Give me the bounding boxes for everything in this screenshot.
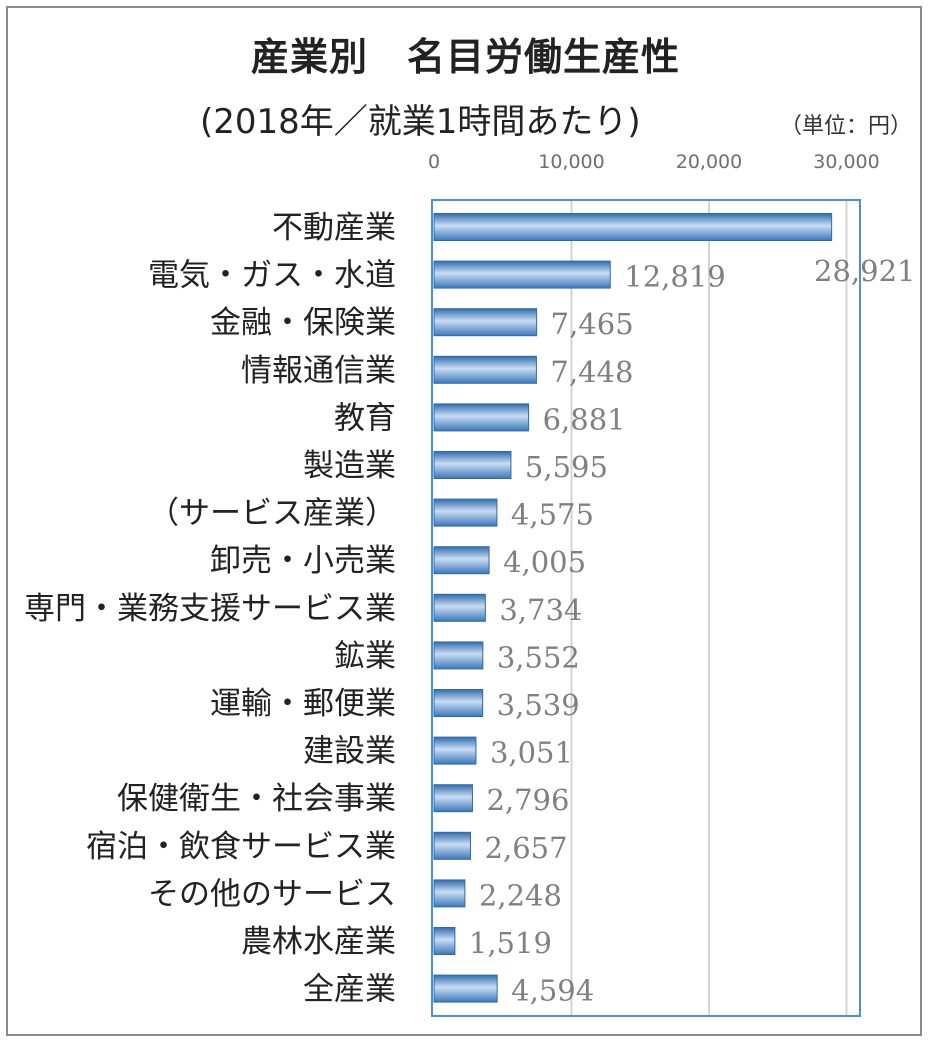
value-label: 7,448: [550, 355, 633, 389]
category-label: 電気・ガス・水道: [148, 258, 396, 294]
x-tick-label: 20,000: [676, 151, 742, 173]
bar: [433, 879, 466, 908]
bar: [433, 736, 477, 765]
category-label: 建設業: [303, 734, 396, 770]
category-label: 卸売・小売業: [210, 543, 396, 579]
category-label: 情報通信業: [241, 353, 396, 389]
category-label: 製造業: [303, 448, 396, 484]
value-label: 2,248: [479, 878, 562, 912]
bar: [433, 593, 486, 622]
category-label: 鉱業: [334, 638, 396, 674]
category-label: （サービス産業）: [148, 496, 396, 532]
bar: [433, 213, 833, 241]
value-label: 5,595: [525, 450, 608, 484]
bar: [433, 308, 538, 337]
bar: [433, 689, 484, 717]
category-label: その他のサービス: [148, 876, 396, 912]
value-label: 3,734: [499, 593, 582, 627]
category-label: 全産業: [303, 972, 396, 1008]
value-label: 2,796: [486, 783, 569, 817]
bar: [433, 974, 498, 1003]
bar: [433, 498, 498, 527]
category-label: 運輸・郵便業: [210, 686, 396, 722]
category-label: 宿泊・飲食サービス業: [86, 829, 396, 865]
value-label: 4,594: [511, 974, 594, 1008]
category-label: 保健衛生・社会事業: [117, 781, 396, 817]
x-tick-label: 0: [428, 151, 440, 173]
value-label: 12,819: [624, 260, 725, 294]
x-tick-label: 10,000: [538, 151, 604, 173]
bar: [433, 927, 456, 955]
value-label: 4,575: [511, 498, 594, 532]
bar: [433, 355, 537, 384]
value-label: 7,465: [551, 307, 634, 341]
value-label: 2,657: [485, 831, 568, 865]
value-label: 4,005: [503, 545, 586, 579]
value-label: 3,051: [490, 736, 573, 770]
category-label: 教育: [334, 400, 396, 436]
plot-area-border: [431, 199, 861, 1017]
bar: [433, 784, 473, 813]
bar: [433, 403, 530, 432]
bar: [433, 451, 512, 479]
category-label: 農林水産業: [241, 924, 396, 960]
bar: [433, 831, 472, 860]
bar: [433, 546, 490, 575]
chart-subtitle: (2018年／就業1時間あたり): [200, 102, 641, 142]
category-label: 不動産業: [272, 210, 396, 246]
bar: [433, 260, 611, 289]
value-label: 3,552: [497, 640, 580, 674]
value-label: 28,921: [814, 254, 915, 288]
value-label: 3,539: [497, 688, 580, 722]
bar: [433, 641, 484, 670]
value-label: 6,881: [543, 402, 626, 436]
category-label: 専門・業務支援サービス業: [24, 591, 396, 627]
x-tick-label: 30,000: [813, 151, 879, 173]
value-label: 1,519: [469, 926, 552, 960]
chart-title: 産業別 名目労働生産性: [250, 35, 680, 79]
unit-label: （単位：円）: [780, 114, 913, 139]
category-label: 金融・保険業: [210, 305, 396, 341]
